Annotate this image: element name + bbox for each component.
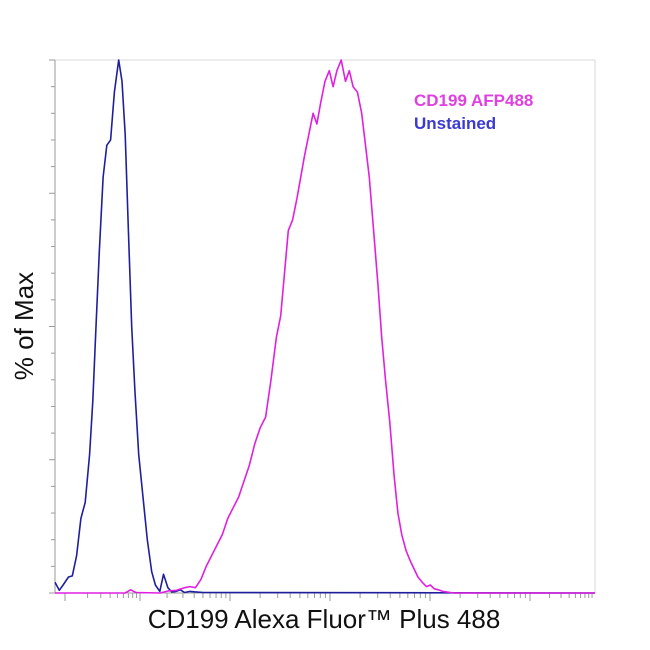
x-axis-ticks <box>64 593 593 601</box>
y-axis-ticks <box>49 59 55 594</box>
legend-entry-cd199: CD199 AFP488 <box>414 91 533 110</box>
legend-entry-unstained: Unstained <box>414 114 496 133</box>
plot-frame <box>54 59 596 594</box>
series-layer <box>54 59 596 594</box>
y-axis-title: % of Max <box>9 272 39 380</box>
x-axis-title: CD199 Alexa Fluor™ Plus 488 <box>148 604 501 634</box>
series-line-cd199-afp488 <box>55 59 595 594</box>
series-line-unstained <box>54 59 596 594</box>
